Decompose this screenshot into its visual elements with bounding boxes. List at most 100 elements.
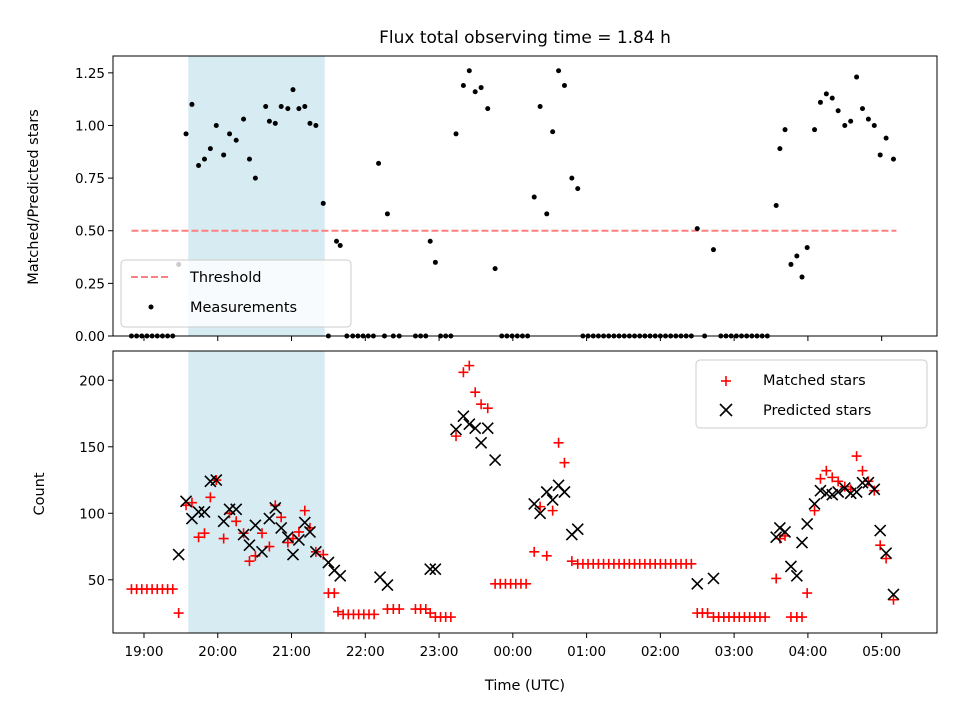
measurement-point	[453, 131, 459, 137]
predicted-point	[292, 533, 305, 546]
matched-point	[482, 403, 493, 414]
measurement-points	[128, 68, 896, 339]
predicted-point	[463, 418, 476, 431]
predicted-point	[790, 569, 803, 582]
measurement-point	[472, 89, 478, 95]
matched-point	[238, 528, 249, 539]
x-tick-label: 02:00	[641, 644, 680, 660]
legend-threshold-label: Threshold	[189, 270, 261, 286]
predicted-point	[322, 556, 335, 569]
legend-measurement-label: Measurements	[190, 300, 297, 316]
predicted-point	[255, 545, 269, 558]
predicted-point	[826, 488, 839, 501]
matched-point	[566, 556, 577, 567]
measurement-point	[334, 238, 340, 244]
y-tick-label: 1.25	[75, 66, 105, 82]
measurement-point	[773, 202, 779, 208]
measurement-point	[544, 211, 550, 217]
predicted-point	[298, 516, 311, 529]
matched-point	[686, 558, 697, 569]
bottom-legend: Matched stars Predicted stars	[695, 359, 928, 429]
matched-point	[458, 367, 469, 378]
y-tick-label: 50	[88, 573, 105, 589]
legend-predicted-swatch	[719, 403, 733, 417]
matched-point	[476, 399, 487, 410]
matched-point	[257, 528, 268, 539]
y-tick-label: 100	[79, 506, 105, 522]
measurement-point	[531, 194, 537, 200]
matched-point	[173, 608, 184, 619]
legend-box	[695, 359, 928, 429]
measurement-point	[561, 82, 567, 88]
x-tick-label: 05:00	[862, 644, 901, 660]
measurement-point	[207, 146, 213, 152]
measurement-point	[278, 104, 284, 110]
predicted-point	[469, 422, 482, 435]
predicted-point	[457, 410, 470, 423]
x-tick-label: 01:00	[567, 644, 606, 660]
measurement-point	[307, 120, 313, 126]
measurement-point	[478, 85, 484, 91]
measurement-point	[777, 146, 783, 152]
matched-point	[559, 457, 570, 468]
measurement-point	[848, 118, 854, 124]
measurement-point	[788, 261, 794, 267]
matched-point	[863, 476, 874, 487]
predicted-point	[778, 525, 792, 538]
matched-point	[839, 481, 850, 492]
predicted-point	[210, 473, 223, 487]
measurement-point	[427, 238, 433, 244]
ratio-panel: Flux total observing time = 1.84 h 0.000…	[26, 28, 938, 345]
predicted-point	[534, 507, 547, 520]
matched-point	[218, 533, 229, 544]
y-tick-label: 0.75	[75, 171, 105, 187]
matched-point	[199, 528, 210, 539]
legend-measurement-swatch	[148, 304, 154, 310]
predicted-point	[243, 539, 256, 552]
predicted-point	[571, 523, 584, 536]
predicted-point	[217, 515, 230, 528]
predicted-point	[192, 505, 205, 519]
matched-point	[231, 516, 242, 527]
predicted-point	[475, 436, 488, 449]
observing-window-span	[188, 351, 325, 633]
measurement-point	[189, 101, 195, 107]
measurement-point	[302, 104, 308, 110]
measurement-point	[266, 118, 272, 124]
x-tick-label: 23:00	[420, 644, 459, 660]
measurement-point	[537, 104, 543, 110]
matched-point	[425, 608, 436, 619]
predicted-point	[230, 503, 243, 516]
top-y-label: Matched/Predicted stars	[26, 109, 42, 285]
y-tick-label: 1.00	[75, 118, 105, 134]
predicted-point	[449, 423, 463, 436]
measurement-point	[337, 242, 343, 248]
top-y-axis: 0.00 0.25 0.50 0.75 1.00 1.25	[75, 66, 113, 345]
predicted-point	[874, 524, 887, 537]
measurement-point	[575, 186, 581, 192]
matched-point	[244, 556, 255, 567]
predicted-point	[424, 563, 437, 576]
matched-point	[329, 588, 340, 599]
predicted-point	[832, 485, 845, 499]
matched-point	[470, 387, 481, 398]
measurement-point	[842, 122, 848, 128]
measurement-point	[213, 122, 219, 128]
predicted-point	[275, 521, 288, 534]
matched-point	[802, 588, 813, 599]
matched-point	[875, 540, 886, 551]
measurement-point	[233, 137, 239, 143]
x-tick-label: 19:00	[125, 644, 164, 660]
count-panel: 50 100 150 200 19:00 20:00 21:00 22:00 23:00 00:…	[32, 350, 938, 694]
matched-points	[126, 360, 899, 623]
measurement-point	[252, 175, 258, 181]
measurement-point	[817, 99, 823, 105]
y-tick-label: 150	[79, 440, 105, 456]
measurement-point	[485, 106, 491, 112]
bottom-x-axis: 19:00 20:00 21:00 22:00 23:00 00:00 01:00 02:00…	[125, 633, 901, 660]
matched-point	[193, 532, 204, 543]
matched-point	[857, 465, 868, 476]
matched-point	[553, 437, 564, 448]
bottom-y-label: Count	[32, 472, 48, 515]
